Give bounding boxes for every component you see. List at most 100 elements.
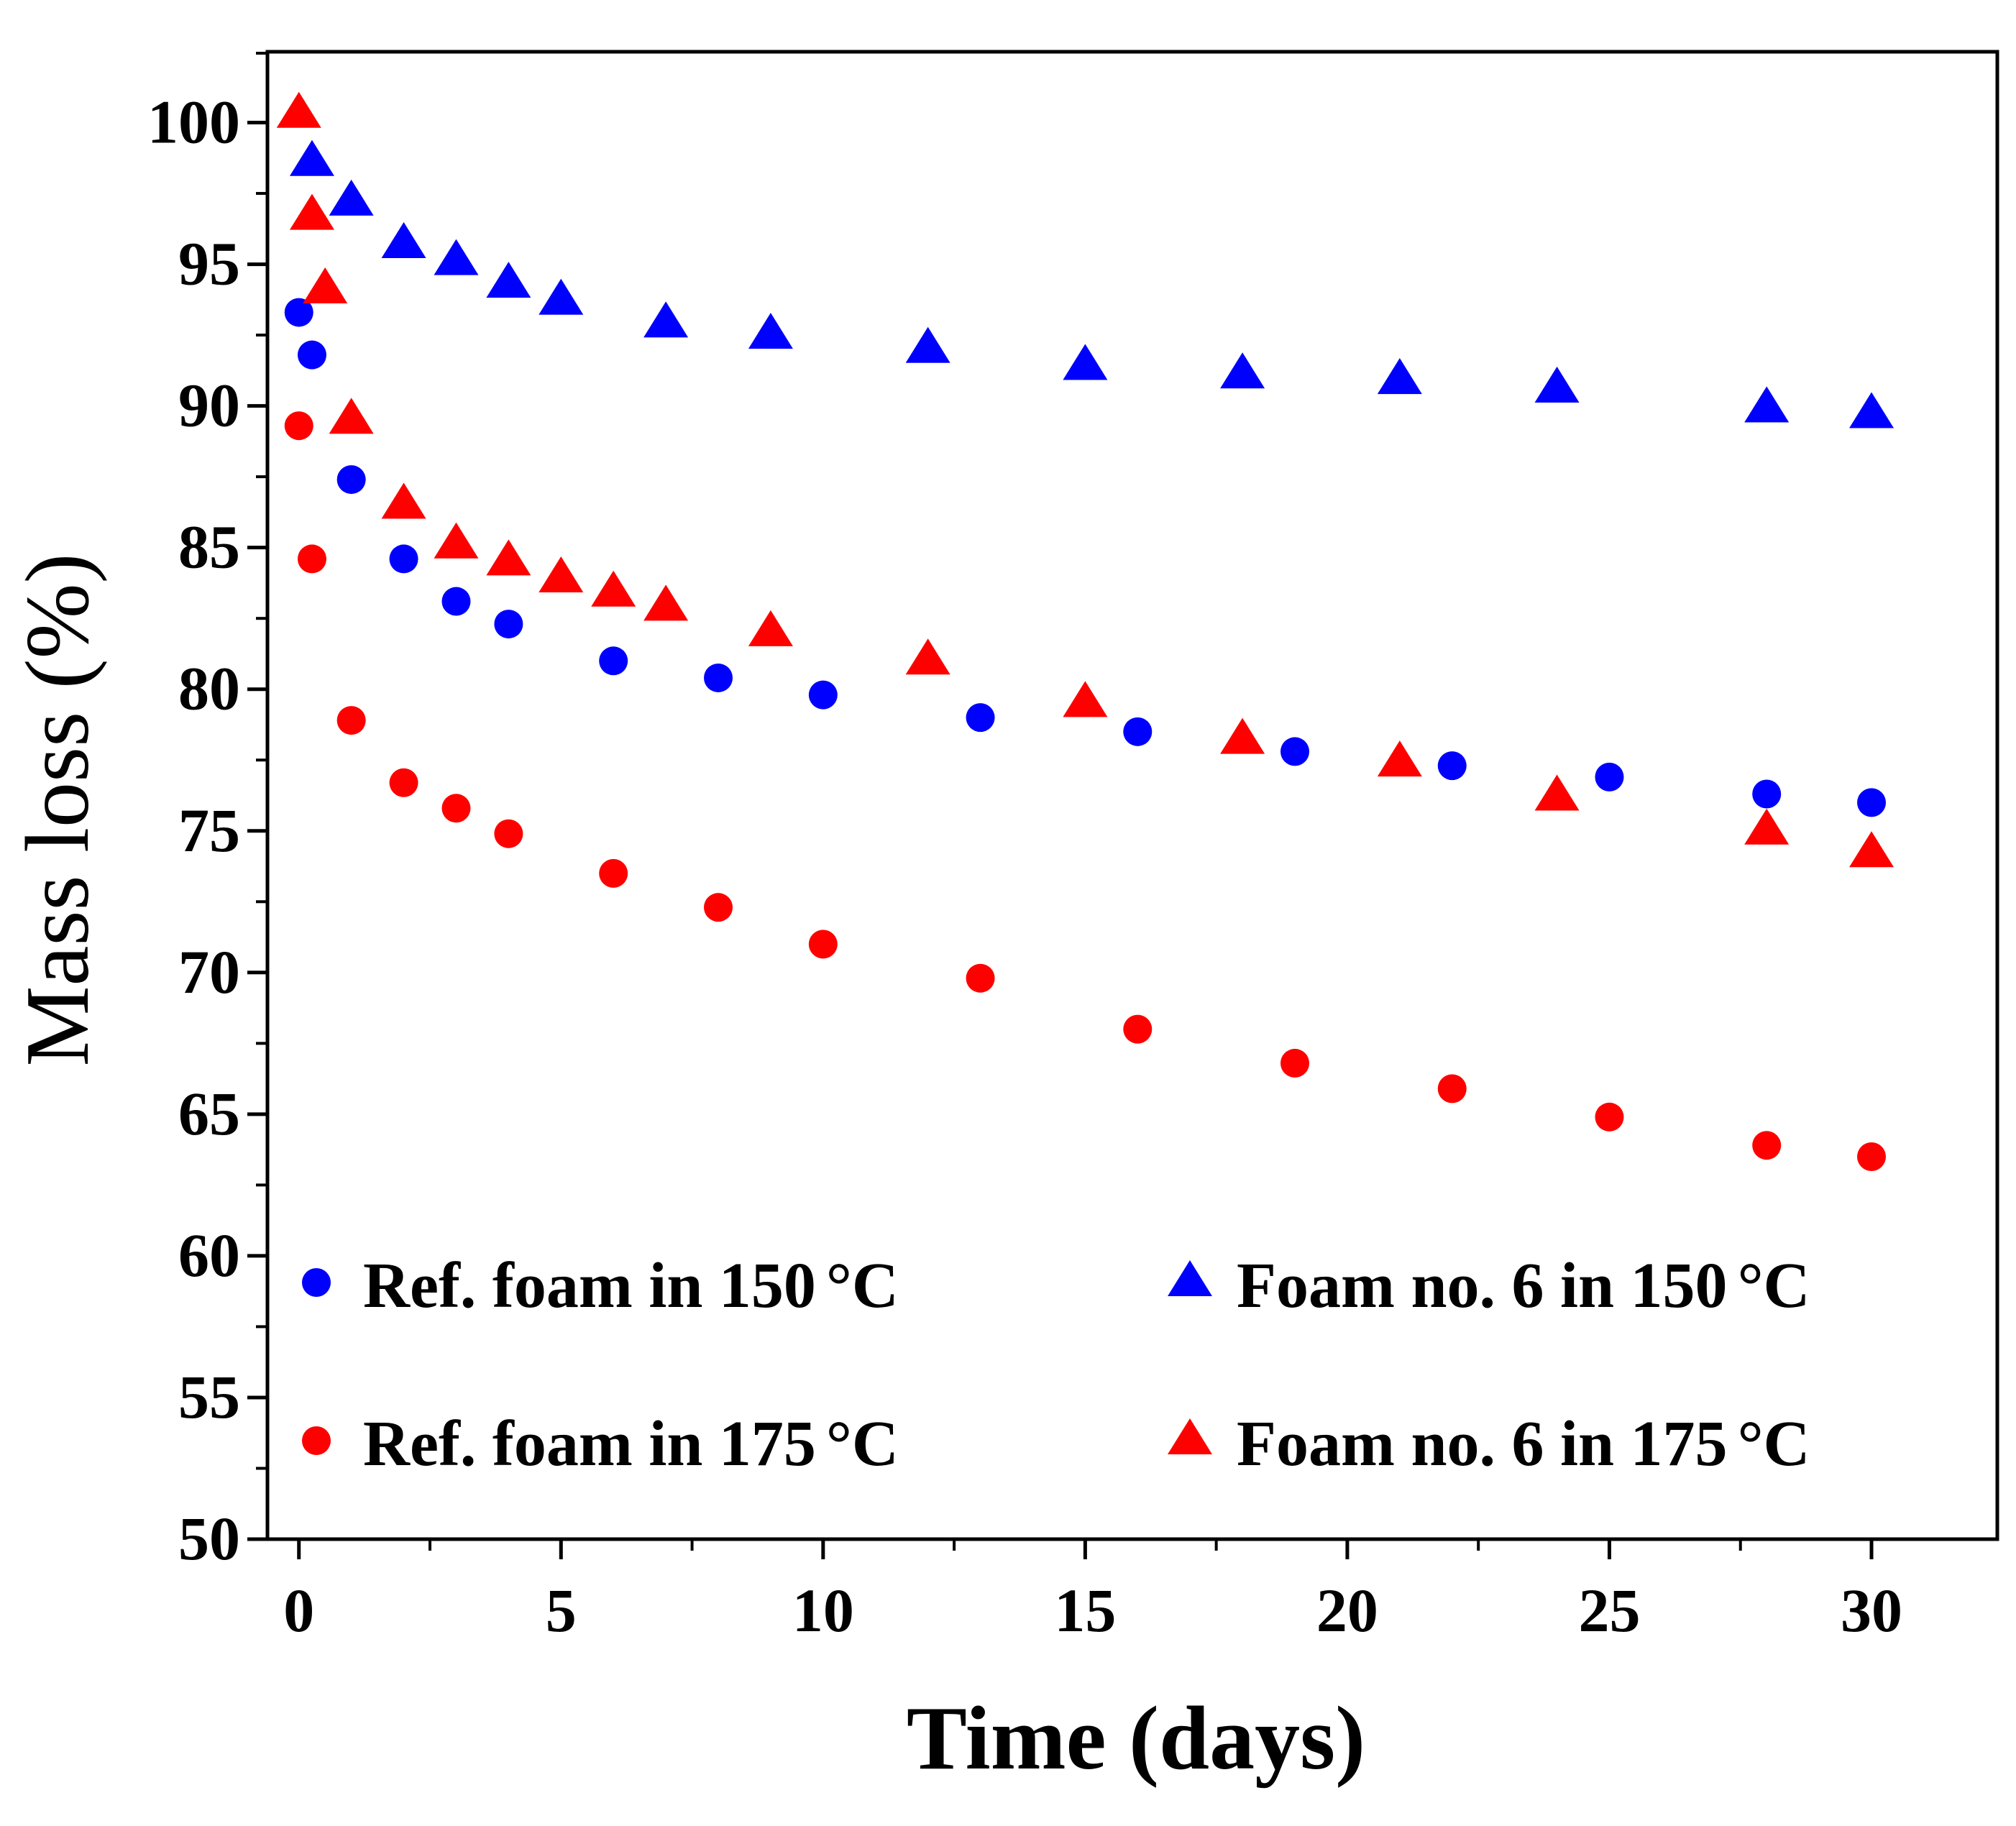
legend-label: Foam no. 6 in 175 xyxy=(1237,1408,1728,1479)
data-point-triangle xyxy=(434,239,479,275)
data-point-triangle xyxy=(643,584,689,621)
legend-marker-triangle xyxy=(1168,1260,1212,1296)
data-point-circle xyxy=(441,587,471,616)
legend-label: Foam no. 6 in 150 xyxy=(1237,1250,1728,1321)
legend-unit: °C xyxy=(1738,1250,1810,1321)
x-tick-label: 0 xyxy=(283,1576,314,1645)
data-point-triangle xyxy=(1744,808,1790,845)
legend-unit: °C xyxy=(1738,1408,1810,1479)
y-tick-label: 70 xyxy=(178,937,240,1006)
legend-item-1: Ref. foam in 150 °C xyxy=(302,1250,899,1321)
legend-item-3: Ref. foam in 175 °C xyxy=(302,1408,899,1479)
legend: Ref. foam in 150 °C Foam no. 6 in 150 °CRef… xyxy=(302,1250,1810,1479)
legend-item-2: Foam no. 6 in 150 °C xyxy=(1168,1250,1810,1321)
data-point-circle xyxy=(1123,1014,1153,1044)
y-tick-label: 75 xyxy=(178,796,240,865)
data-point-triangle xyxy=(748,610,793,646)
points-layer xyxy=(276,91,1894,1171)
series-2 xyxy=(289,139,1894,428)
data-point-triangle xyxy=(289,193,334,230)
data-point-triangle xyxy=(1220,717,1265,754)
y-tick-label: 65 xyxy=(178,1079,240,1148)
data-point-triangle xyxy=(643,301,689,338)
data-point-circle xyxy=(1280,737,1310,766)
data-point-circle xyxy=(284,411,313,441)
data-point-triangle xyxy=(381,221,426,258)
data-point-triangle xyxy=(329,398,374,434)
x-axis-title: Time (days) xyxy=(907,1689,1365,1789)
legend-unit: °C xyxy=(826,1408,899,1479)
legend-item-4: Foam no. 6 in 175 °C xyxy=(1168,1408,1810,1479)
legend-label: Ref. foam in 150 xyxy=(363,1250,816,1321)
data-point-circle xyxy=(1857,788,1887,817)
data-point-circle xyxy=(1595,1102,1624,1132)
y-tick-label: 85 xyxy=(178,513,240,582)
y-tick-label: 50 xyxy=(178,1504,240,1573)
data-point-circle xyxy=(336,465,366,495)
data-point-circle xyxy=(1280,1048,1310,1078)
plot-frame xyxy=(265,50,1999,1541)
data-point-circle xyxy=(389,544,418,574)
data-point-triangle xyxy=(591,570,636,607)
data-point-triangle xyxy=(329,179,374,216)
data-point-circle xyxy=(1752,779,1782,809)
y-tick-label: 90 xyxy=(178,371,240,440)
data-point-circle xyxy=(1857,1142,1887,1171)
y-tick-label: 80 xyxy=(178,654,240,723)
data-point-triangle xyxy=(905,638,950,675)
legend-marker-circle xyxy=(302,1426,331,1455)
data-point-circle xyxy=(1595,762,1624,792)
legend-label: Ref. foam in 175 xyxy=(363,1408,816,1479)
y-tick-label: 55 xyxy=(178,1362,240,1431)
data-point-triangle xyxy=(1377,740,1422,777)
y-axis-title: Mass loss (%) xyxy=(8,554,108,1067)
data-point-triangle xyxy=(1849,392,1894,428)
data-point-triangle xyxy=(303,267,348,304)
series-3 xyxy=(284,411,1887,1171)
data-point-triangle xyxy=(1534,774,1580,811)
data-point-triangle xyxy=(1534,366,1580,403)
data-point-circle xyxy=(494,819,523,848)
data-point-circle xyxy=(336,706,366,735)
legend-marker-triangle xyxy=(1168,1418,1212,1454)
data-point-circle xyxy=(599,858,628,888)
data-point-circle xyxy=(297,544,326,574)
data-point-triangle xyxy=(1377,358,1422,395)
data-point-circle xyxy=(966,963,995,993)
data-point-circle xyxy=(808,930,838,959)
data-point-circle xyxy=(599,646,628,676)
data-point-triangle xyxy=(1744,386,1790,423)
y-tick-label: 100 xyxy=(147,88,240,157)
ticks-layer: 50 55 60 65 70 75 80 85 90 95 100 0 5 10 15 20 25 30 xyxy=(147,52,1902,1645)
data-point-circle xyxy=(966,703,995,733)
data-point-triangle xyxy=(289,139,334,176)
x-tick-label: 25 xyxy=(1578,1576,1640,1645)
x-tick-label: 10 xyxy=(792,1576,854,1645)
data-point-triangle xyxy=(434,522,479,559)
y-tick-label: 95 xyxy=(178,229,240,298)
data-point-triangle xyxy=(486,262,531,298)
legend-marker-circle xyxy=(302,1268,331,1297)
data-point-circle xyxy=(494,610,523,639)
data-point-circle xyxy=(1437,751,1467,781)
data-point-triangle xyxy=(1220,352,1265,389)
data-point-triangle xyxy=(1063,681,1108,717)
data-point-triangle xyxy=(905,326,950,363)
data-point-circle xyxy=(441,794,471,823)
data-point-triangle xyxy=(486,539,531,576)
data-point-triangle xyxy=(276,91,321,128)
series-4 xyxy=(276,91,1894,868)
data-point-circle xyxy=(704,663,733,692)
data-point-circle xyxy=(808,680,838,710)
data-point-circle xyxy=(284,298,313,327)
data-point-triangle xyxy=(1849,831,1894,868)
x-tick-label: 5 xyxy=(546,1576,577,1645)
data-point-triangle xyxy=(1063,344,1108,380)
data-point-circle xyxy=(704,893,733,922)
data-point-circle xyxy=(1123,717,1153,746)
legend-unit: °C xyxy=(826,1250,899,1321)
series-1 xyxy=(284,298,1887,817)
data-point-triangle xyxy=(539,278,584,315)
